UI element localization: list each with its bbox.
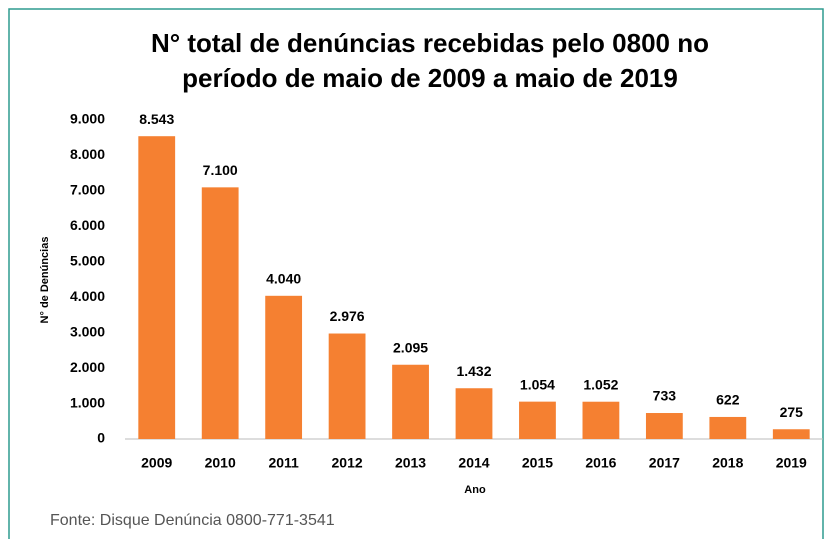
x-tick-label: 2014 (458, 455, 489, 471)
x-tick-label: 2011 (268, 455, 299, 471)
x-tick-label: 2012 (332, 455, 363, 471)
x-tick-label: 2018 (712, 455, 743, 471)
bar (772, 429, 810, 439)
bar (138, 136, 176, 439)
bar (201, 187, 239, 439)
data-label: 275 (780, 404, 804, 420)
bar (519, 401, 556, 439)
data-label: 2.976 (330, 308, 365, 324)
data-label: 1.052 (583, 376, 618, 392)
chart-title: N° total de denúncias recebidas pelo 080… (151, 28, 709, 58)
y-tick-label: 6.000 (70, 217, 105, 233)
bar (328, 333, 366, 439)
bar (392, 364, 429, 439)
data-label: 2.095 (393, 339, 428, 355)
y-tick-label: 3.000 (70, 323, 105, 339)
data-label: 622 (716, 392, 740, 408)
x-tick-label: 2009 (141, 455, 172, 471)
frame (8, 8, 824, 539)
data-label: 7.100 (203, 162, 238, 178)
source-note: Fonte: Disque Denúncia 0800-771-3541 (50, 512, 335, 529)
y-tick-label: 5.000 (70, 252, 105, 268)
y-tick-label: 0 (97, 430, 105, 446)
bar (645, 413, 683, 439)
x-axis-title: Ano (464, 484, 486, 496)
x-tick-label: 2017 (649, 455, 680, 471)
x-tick-label: 2013 (395, 455, 426, 471)
data-label: 1.432 (456, 363, 491, 379)
data-label: 733 (653, 388, 677, 404)
x-tick-label: 2016 (585, 455, 616, 471)
bar (709, 416, 747, 439)
y-tick-label: 2.000 (70, 359, 105, 375)
data-label: 8.543 (139, 111, 174, 127)
data-label: 4.040 (266, 271, 301, 287)
y-tick-label: 9.000 (70, 111, 105, 127)
chart-title: período de maio de 2009 a maio de 2019 (182, 63, 678, 93)
y-axis-title: N° de Denúncias (39, 237, 51, 324)
x-tick-label: 2010 (205, 455, 236, 471)
y-tick-label: 7.000 (70, 182, 105, 198)
data-label: 1.054 (520, 376, 555, 392)
bar (455, 388, 493, 439)
y-tick-label: 8.000 (70, 146, 105, 162)
y-tick-label: 4.000 (70, 288, 105, 304)
bar (582, 401, 620, 439)
x-tick-label: 2015 (522, 455, 553, 471)
x-tick-label: 2019 (776, 455, 807, 471)
y-tick-label: 1.000 (70, 394, 105, 410)
bar (265, 295, 303, 439)
